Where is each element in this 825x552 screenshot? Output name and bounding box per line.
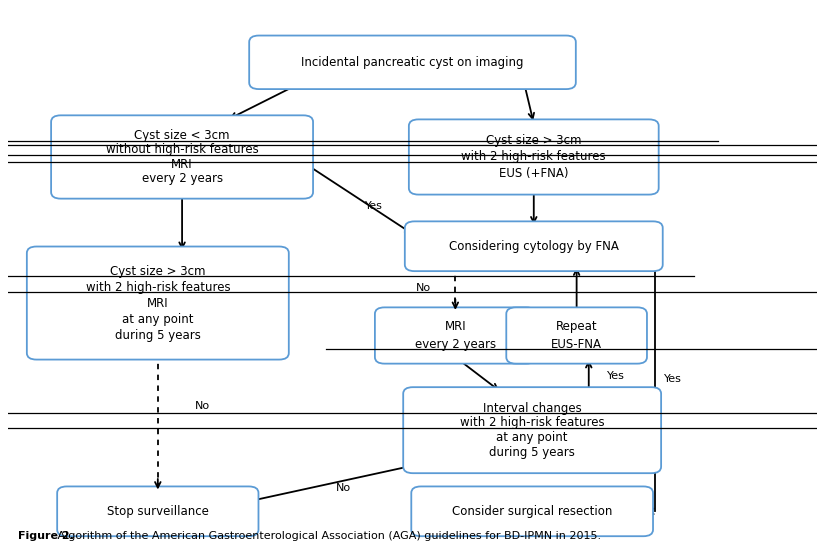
Text: Cyst size < 3cm: Cyst size < 3cm	[134, 129, 230, 142]
Text: Algorithm of the American Gastroenterological Association (AGA) guidelines for B: Algorithm of the American Gastroenterolo…	[54, 531, 601, 541]
FancyBboxPatch shape	[507, 307, 647, 364]
FancyBboxPatch shape	[409, 119, 658, 195]
Text: Stop surveillance: Stop surveillance	[107, 505, 209, 518]
Text: Figure 2.: Figure 2.	[18, 531, 73, 541]
Text: Incidental pancreatic cyst on imaging: Incidental pancreatic cyst on imaging	[301, 56, 524, 69]
Text: EUS (+FNA): EUS (+FNA)	[499, 167, 568, 180]
Text: MRI: MRI	[147, 296, 168, 310]
FancyBboxPatch shape	[412, 486, 653, 536]
Text: Repeat: Repeat	[556, 320, 597, 333]
Text: during 5 years: during 5 years	[115, 328, 200, 342]
Text: MRI: MRI	[445, 320, 466, 333]
Text: at any point: at any point	[497, 431, 568, 444]
FancyBboxPatch shape	[51, 115, 313, 199]
Text: Yes: Yes	[607, 371, 625, 381]
Text: every 2 years: every 2 years	[415, 338, 496, 351]
Text: No: No	[337, 483, 351, 493]
Text: Interval changes: Interval changes	[483, 402, 582, 415]
FancyBboxPatch shape	[403, 387, 661, 473]
Text: Cyst size > 3cm: Cyst size > 3cm	[110, 264, 205, 278]
Text: with 2 high-risk features: with 2 high-risk features	[461, 151, 606, 163]
Text: No: No	[195, 401, 210, 411]
FancyBboxPatch shape	[375, 307, 535, 364]
FancyBboxPatch shape	[27, 247, 289, 359]
Text: without high-risk features: without high-risk features	[106, 144, 258, 156]
Text: MRI: MRI	[172, 157, 193, 171]
Text: No: No	[416, 283, 431, 293]
Text: during 5 years: during 5 years	[489, 445, 575, 459]
Text: EUS-FNA: EUS-FNA	[551, 338, 602, 351]
Text: Cyst size > 3cm: Cyst size > 3cm	[486, 134, 582, 147]
Text: at any point: at any point	[122, 312, 194, 326]
Text: Yes: Yes	[664, 374, 681, 384]
FancyBboxPatch shape	[249, 35, 576, 89]
FancyBboxPatch shape	[405, 221, 662, 271]
Text: every 2 years: every 2 years	[142, 172, 223, 184]
Text: Consider surgical resection: Consider surgical resection	[452, 505, 612, 518]
Text: with 2 high-risk features: with 2 high-risk features	[86, 280, 230, 294]
Text: Considering cytology by FNA: Considering cytology by FNA	[449, 240, 619, 253]
Text: with 2 high-risk features: with 2 high-risk features	[460, 416, 605, 429]
Text: Yes: Yes	[365, 201, 383, 211]
FancyBboxPatch shape	[57, 486, 258, 536]
